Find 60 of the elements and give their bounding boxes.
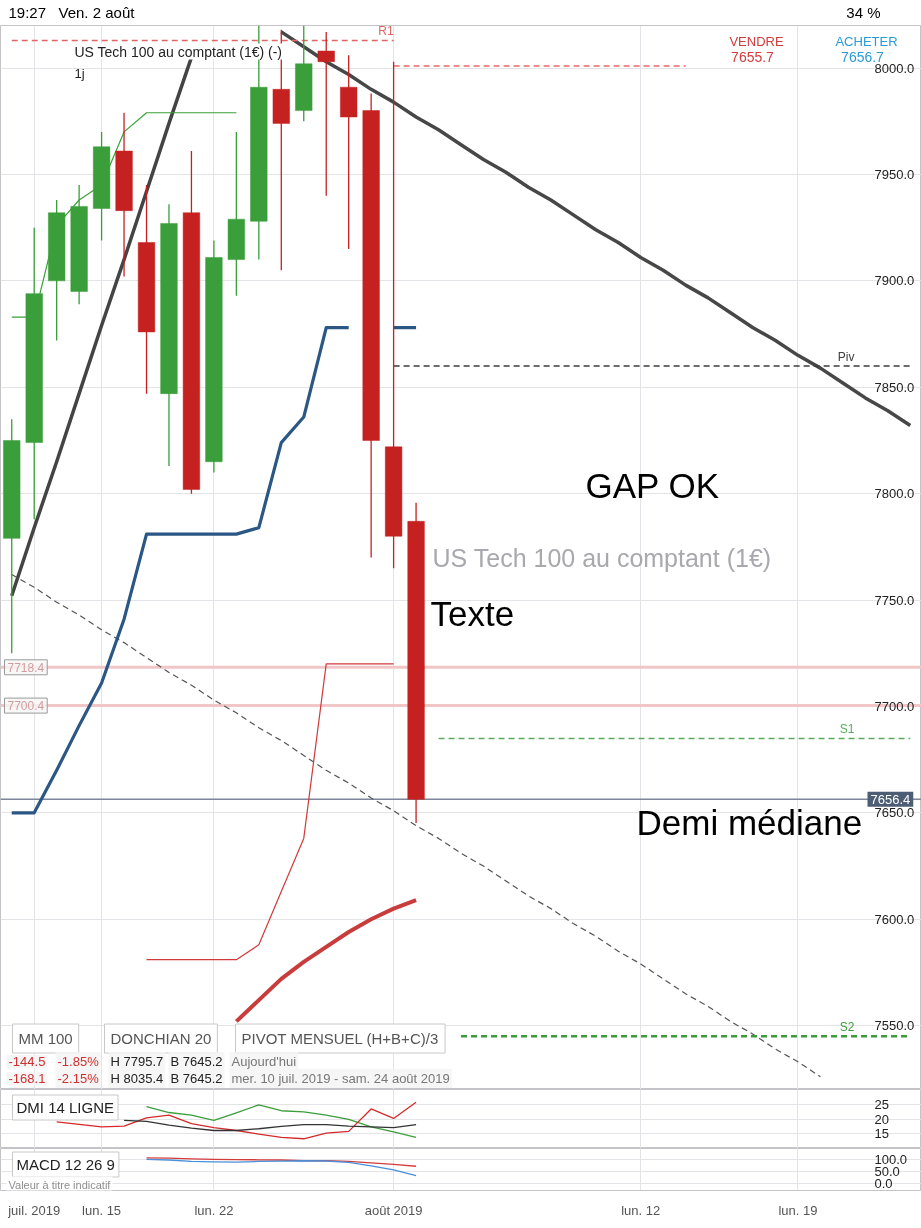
annotation: H 8035.4	[110, 1071, 164, 1086]
ref-line-label: 7718.4	[7, 660, 45, 675]
y-tick-label: 7750.0	[874, 592, 915, 608]
ref-line-label: 7700.4	[7, 699, 45, 714]
annotation: H 7795.7	[110, 1054, 164, 1069]
y-tick-label: 25	[874, 1096, 889, 1112]
text: 1j	[74, 66, 85, 81]
y-tick-label: 7650.0	[874, 805, 915, 821]
series-label: S2	[839, 1020, 855, 1035]
text: US Tech 100 au comptant (1€) (-)	[74, 43, 283, 60]
x-tick-label: lun. 12	[621, 1202, 661, 1218]
y-tick-label: 20	[874, 1111, 889, 1127]
annotation: 7656.7	[841, 48, 885, 65]
line-series	[123, 1119, 417, 1132]
annotation: MM 100	[18, 1030, 73, 1047]
annotation: PIVOT MENSUEL (H+B+C)/3	[241, 1030, 439, 1047]
y-tick-label: 7800.0	[874, 486, 915, 502]
line-series	[145, 1158, 417, 1177]
annotation: US Tech 100 au comptant (1€)	[432, 543, 772, 572]
y-tick-label: 7700.0	[874, 698, 915, 714]
y-tick-label: 15	[874, 1126, 889, 1142]
series-label: S1	[839, 722, 855, 737]
candlestick	[317, 31, 335, 197]
y-tick-label: 7850.0	[874, 379, 915, 395]
x-tick-label: août 2019	[364, 1202, 423, 1218]
series-label: R1	[378, 24, 394, 39]
y-tick-label: 7550.0	[874, 1018, 915, 1034]
annotation: DONCHIAN 20	[110, 1030, 212, 1047]
annotation: VENDRE	[729, 34, 784, 49]
annotation: Texte	[430, 594, 515, 633]
y-tick-label: 7600.0	[874, 911, 915, 927]
annotation: B 7645.2	[170, 1071, 223, 1086]
line-series	[145, 663, 395, 961]
x-tick-label: juil. 2019	[7, 1202, 61, 1218]
x-tick-label: lun. 19	[778, 1202, 818, 1218]
line-series	[145, 1104, 417, 1138]
annotation: 7655.7	[731, 48, 775, 65]
series-label: Piv	[837, 349, 855, 364]
text: Ven. 2 août	[58, 4, 136, 21]
annotation: Aujourd'hui	[231, 1054, 297, 1069]
annotation: ACHETER	[835, 34, 898, 49]
text: 19:27	[8, 4, 47, 21]
y-tick-label: 7950.0	[874, 166, 915, 182]
text: DMI 14 LIGNE	[16, 1099, 115, 1116]
annotation: GAP OK	[585, 466, 720, 505]
text: 34 %	[846, 4, 881, 21]
annotation: -168.1	[8, 1071, 46, 1086]
y-tick-label: 7900.0	[874, 273, 915, 289]
annotation: mer. 10 juil. 2019 - sam. 24 août 2019	[231, 1071, 450, 1086]
x-tick-label: lun. 15	[82, 1202, 122, 1218]
annotation: B 7645.2	[170, 1054, 223, 1069]
text: MACD 12 26 9	[16, 1156, 115, 1173]
line-series	[234, 898, 419, 1024]
annotation: Demi médiane	[636, 803, 863, 842]
annotation: -2.15%	[57, 1071, 100, 1086]
annotation: -144.5	[8, 1054, 46, 1069]
x-tick-label: lun. 22	[194, 1202, 234, 1218]
annotation: Valeur à titre indicatif	[8, 1178, 112, 1191]
annotation: -1.85%	[57, 1054, 100, 1069]
ref-line-label: 7656.4	[870, 791, 911, 807]
